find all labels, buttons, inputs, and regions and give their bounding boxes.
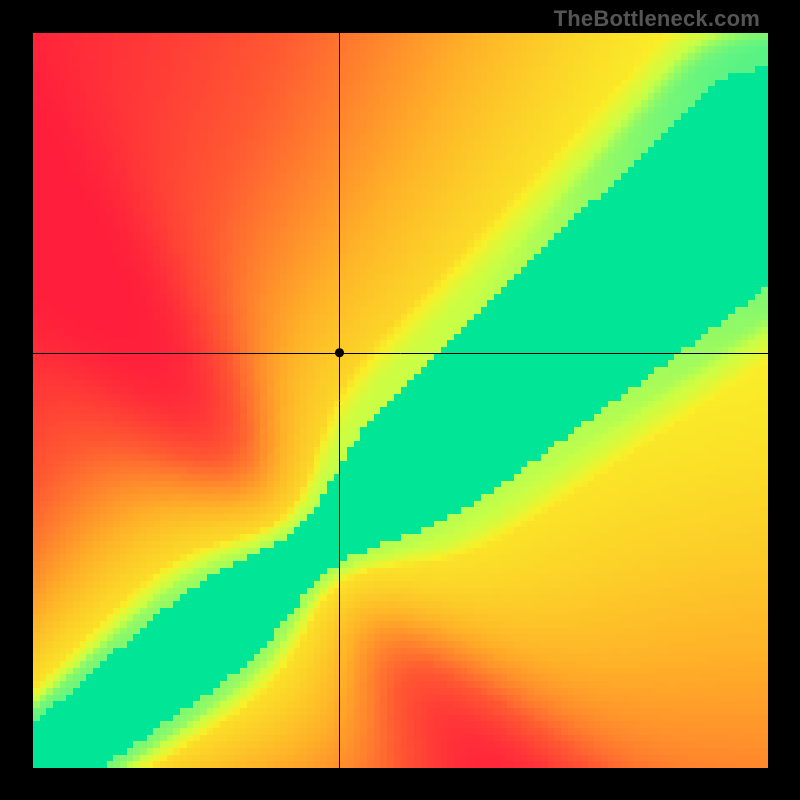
- chart-container: TheBottleneck.com: [0, 0, 800, 800]
- watermark-text: TheBottleneck.com: [554, 6, 760, 32]
- bottleneck-heatmap: [33, 33, 768, 768]
